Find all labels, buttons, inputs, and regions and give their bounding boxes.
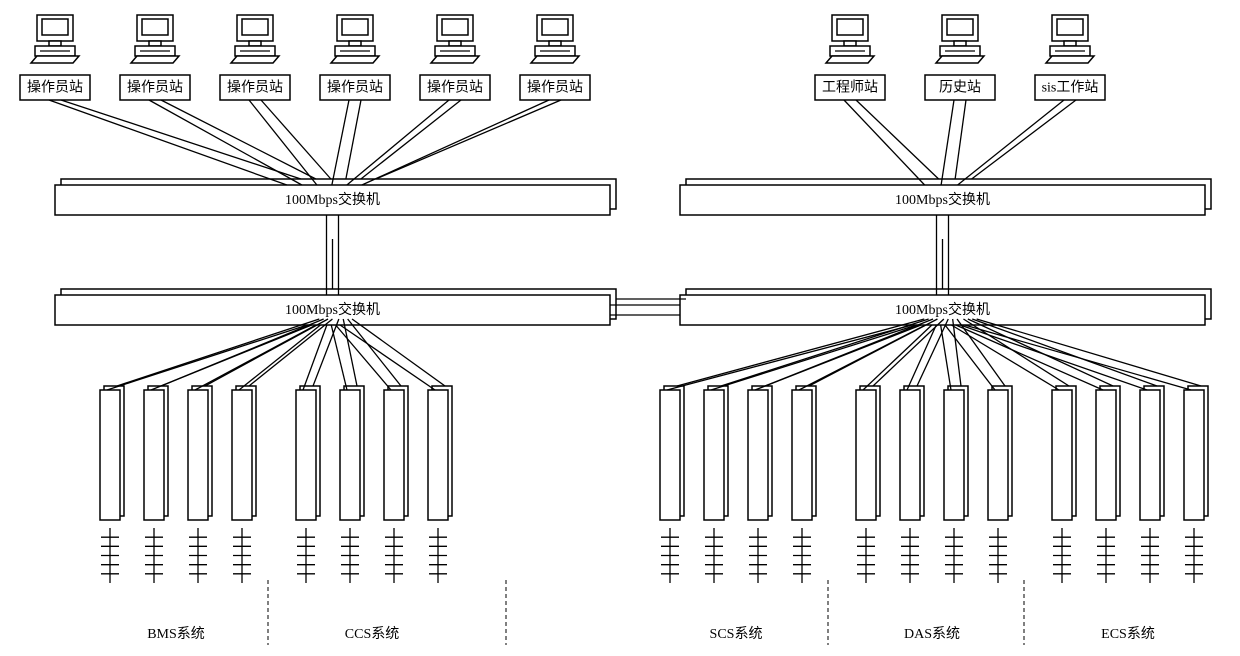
svg-text:BMS系统: BMS系统 [147, 626, 205, 642]
svg-text:操作员站: 操作员站 [327, 80, 383, 96]
svg-text:CCS系统: CCS系统 [345, 626, 399, 642]
svg-text:100Mbps交换机: 100Mbps交换机 [285, 301, 380, 318]
svg-text:操作员站: 操作员站 [427, 80, 483, 96]
svg-text:DAS系统: DAS系统 [904, 626, 960, 642]
svg-text:100Mbps交换机: 100Mbps交换机 [895, 191, 990, 208]
svg-text:sis工作站: sis工作站 [1042, 80, 1099, 96]
svg-text:操作员站: 操作员站 [127, 80, 183, 96]
svg-text:100Mbps交换机: 100Mbps交换机 [285, 191, 380, 208]
svg-text:操作员站: 操作员站 [27, 80, 83, 96]
svg-text:ECS系统: ECS系统 [1101, 626, 1155, 642]
svg-text:操作员站: 操作员站 [227, 80, 283, 96]
svg-text:工程师站: 工程师站 [822, 80, 878, 96]
svg-text:SCS系统: SCS系统 [710, 626, 763, 642]
svg-text:100Mbps交换机: 100Mbps交换机 [895, 301, 990, 318]
svg-text:历史站: 历史站 [939, 80, 981, 96]
svg-text:操作员站: 操作员站 [527, 80, 583, 96]
